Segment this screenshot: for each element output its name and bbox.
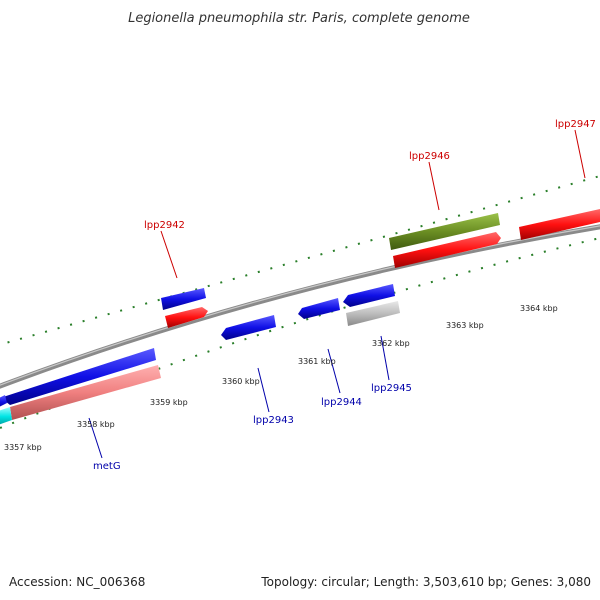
gene-lpp2943-feature[interactable] bbox=[221, 315, 276, 340]
gene-leader-lines bbox=[88, 129, 586, 459]
gene-red-feature[interactable] bbox=[393, 232, 501, 268]
gene-label-lpp2945: lpp2945 bbox=[371, 383, 412, 394]
gene-lpp2944-feature[interactable] bbox=[298, 298, 340, 319]
gene-label-metG: metG bbox=[93, 461, 121, 472]
gene-cyan-feature[interactable] bbox=[0, 407, 12, 426]
gene-red-feature[interactable] bbox=[165, 307, 208, 328]
accession-text: Accession: NC_006368 bbox=[9, 575, 145, 589]
gene-label-lpp2944: lpp2944 bbox=[321, 397, 362, 408]
scale-label-3363: 3363 kbp bbox=[446, 321, 484, 330]
genome-backbone bbox=[0, 224, 600, 389]
gene-lpp2946-feature[interactable] bbox=[389, 213, 500, 250]
gene-label-lpp2946: lpp2946 bbox=[409, 151, 450, 162]
gene-label-lpp2947: lpp2947 bbox=[555, 119, 596, 130]
inner-tick-track bbox=[0, 237, 600, 429]
gene-blue-feature[interactable] bbox=[0, 395, 7, 409]
scale-label-3361: 3361 kbp bbox=[298, 357, 336, 366]
gene-gray-feature[interactable] bbox=[346, 301, 400, 326]
scale-label-3360: 3360 kbp bbox=[222, 377, 260, 386]
genome-summary-text: Topology: circular; Length: 3,503,610 bp… bbox=[260, 575, 591, 589]
gene-lpp2945-feature[interactable] bbox=[343, 284, 395, 307]
scale-label-3364: 3364 kbp bbox=[520, 304, 558, 313]
scale-label-3358: 3358 kbp bbox=[77, 420, 115, 429]
gene-label-lpp2942: lpp2942 bbox=[144, 220, 185, 231]
gene-lpp2942-feature[interactable] bbox=[161, 288, 206, 310]
scale-label-3357: 3357 kbp bbox=[4, 443, 42, 452]
gene-lpp2947-feature[interactable] bbox=[519, 209, 600, 240]
scale-label-3362: 3362 kbp bbox=[372, 339, 410, 348]
map-title: Legionella pneumophila str. Paris, compl… bbox=[128, 11, 470, 26]
scale-label-3359: 3359 kbp bbox=[150, 398, 188, 407]
gene-blue-feature[interactable] bbox=[3, 348, 156, 405]
gene-label-lpp2943: lpp2943 bbox=[253, 415, 294, 426]
gene-metG-feature[interactable] bbox=[10, 365, 161, 420]
outer-tick-track bbox=[0, 175, 600, 346]
